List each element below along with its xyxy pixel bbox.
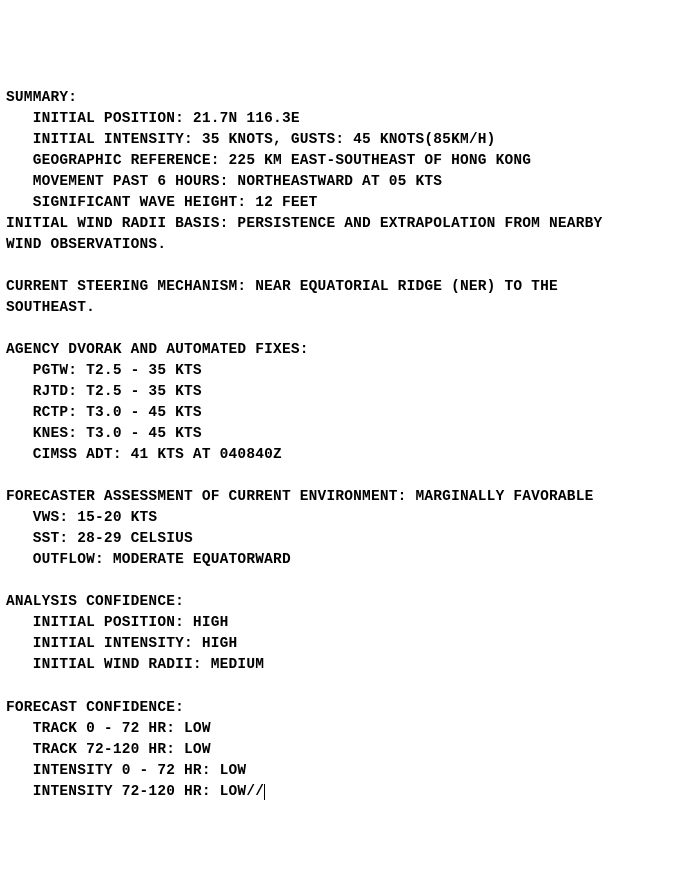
analysis-int: INITIAL INTENSITY: HIGH <box>6 636 237 652</box>
env-outflow: OUTFLOW: MODERATE EQUATORWARD <box>6 552 291 568</box>
env-header: FORECASTER ASSESSMENT OF CURRENT ENVIRON… <box>6 489 594 505</box>
summary-header: SUMMARY: <box>6 90 77 106</box>
forecast-intensity-0-72: INTENSITY 0 - 72 HR: LOW <box>6 763 246 779</box>
forecast-header: FORECAST CONFIDENCE: <box>6 700 184 716</box>
summary-intensity: INITIAL INTENSITY: 35 KNOTS, GUSTS: 45 K… <box>6 132 496 148</box>
summary-position: INITIAL POSITION: 21.7N 116.3E <box>6 111 300 127</box>
wind-radii-line2: WIND OBSERVATIONS. <box>6 237 166 253</box>
analysis-pos: INITIAL POSITION: HIGH <box>6 615 229 631</box>
analysis-radii: INITIAL WIND RADII: MEDIUM <box>6 657 264 673</box>
dvorak-cimss: CIMSS ADT: 41 KTS AT 040840Z <box>6 447 282 463</box>
steering-line1: CURRENT STEERING MECHANISM: NEAR EQUATOR… <box>6 279 558 295</box>
text-cursor-icon <box>264 784 265 800</box>
dvorak-pgtw: PGTW: T2.5 - 35 KTS <box>6 363 202 379</box>
steering-line2: SOUTHEAST. <box>6 300 95 316</box>
forecast-track-72-120: TRACK 72-120 HR: LOW <box>6 742 211 758</box>
dvorak-rctp: RCTP: T3.0 - 45 KTS <box>6 405 202 421</box>
summary-movement: MOVEMENT PAST 6 HOURS: NORTHEASTWARD AT … <box>6 174 442 190</box>
env-sst: SST: 28-29 CELSIUS <box>6 531 193 547</box>
wind-radii-line1: INITIAL WIND RADII BASIS: PERSISTENCE AN… <box>6 216 602 232</box>
dvorak-rjtd: RJTD: T2.5 - 35 KTS <box>6 384 202 400</box>
env-vws: VWS: 15-20 KTS <box>6 510 157 526</box>
analysis-header: ANALYSIS CONFIDENCE: <box>6 594 184 610</box>
summary-wave: SIGNIFICANT WAVE HEIGHT: 12 FEET <box>6 195 318 211</box>
forecast-track-0-72: TRACK 0 - 72 HR: LOW <box>6 721 211 737</box>
summary-georef: GEOGRAPHIC REFERENCE: 225 KM EAST-SOUTHE… <box>6 153 531 169</box>
dvorak-knes: KNES: T3.0 - 45 KTS <box>6 426 202 442</box>
forecast-intensity-72-120: INTENSITY 72-120 HR: LOW// <box>6 784 264 800</box>
dvorak-header: AGENCY DVORAK AND AUTOMATED FIXES: <box>6 342 309 358</box>
